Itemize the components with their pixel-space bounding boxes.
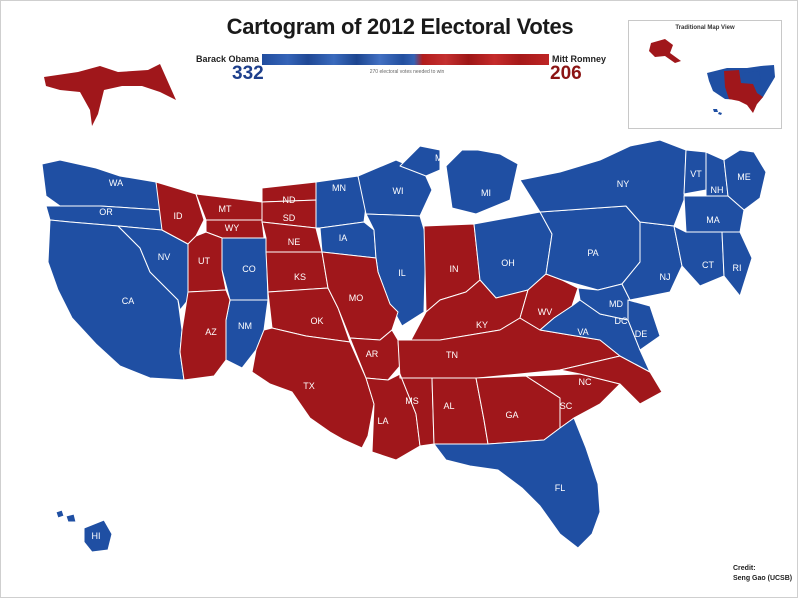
label-hi: HI [92, 531, 101, 541]
electoral-vote-bar [262, 54, 549, 65]
credit-label: Credit: [733, 565, 756, 572]
state-wy [205, 219, 265, 239]
state-fl [433, 417, 601, 549]
label-az: AZ [205, 327, 217, 337]
label-mo: MO [349, 293, 364, 303]
label-wy: WY [225, 223, 240, 233]
state-mi [445, 149, 519, 215]
label-il: IL [398, 268, 406, 278]
state-ct [673, 225, 725, 287]
label-ks: KS [294, 272, 306, 282]
label-mi: MI [481, 188, 491, 198]
label-sc: SC [560, 401, 573, 411]
label-de: DE [635, 329, 648, 339]
obama-vote-count: 332 [232, 63, 264, 84]
label-ok: OK [310, 316, 323, 326]
state-az [179, 289, 231, 381]
label-vt: VT [690, 169, 702, 179]
label-al: AL [443, 401, 454, 411]
inset-rust-belt [743, 71, 761, 83]
obama-label: Barack Obama [196, 54, 260, 64]
label-pa: PA [587, 248, 598, 258]
credit-author: Seng Gao (UCSB) [733, 575, 793, 582]
state-tx [251, 327, 375, 449]
label-nv: NV [158, 252, 171, 262]
label-sd: SD [283, 213, 296, 223]
state-ri [721, 231, 753, 297]
label-ut: UT [198, 256, 210, 266]
label-wa: WA [109, 178, 123, 188]
label-ky: KY [476, 320, 488, 330]
label-me: ME [737, 172, 751, 182]
credit: Credit: Seng Gao (UCSB) [733, 564, 792, 584]
inset-title: Traditional Map View [675, 25, 735, 31]
label-la: LA [377, 416, 388, 426]
win-threshold-note: 270 electoral votes needed to win [369, 69, 445, 75]
label-nh: NH [711, 185, 724, 195]
label-mn: MN [332, 183, 346, 193]
alaska-shape [44, 64, 176, 126]
state-hi [55, 509, 113, 553]
label-id: ID [174, 211, 184, 221]
label-tn: TN [446, 350, 458, 360]
label-nc: NC [579, 377, 592, 387]
label-oh: OH [501, 258, 515, 268]
label-wv: WV [538, 307, 553, 317]
label-ne: NE [288, 237, 301, 247]
label-ms: MS [405, 396, 419, 406]
romney-vote-count: 206 [550, 63, 582, 84]
label-dc: DC [615, 316, 628, 326]
label-co: CO [242, 264, 256, 274]
label-ca: CA [122, 296, 135, 306]
label-mt: MT [219, 204, 232, 214]
label-mi-upper: MI [435, 153, 445, 163]
label-nj: NJ [660, 272, 671, 282]
label-ia: IA [339, 233, 348, 243]
state-mi-upper [399, 145, 441, 177]
label-va: VA [577, 327, 588, 337]
state-de [627, 299, 661, 351]
label-ri: RI [733, 263, 742, 273]
state-ma [683, 195, 745, 233]
label-in: IN [450, 264, 459, 274]
label-wi: WI [393, 186, 404, 196]
inset-conus-red [724, 70, 763, 113]
label-or: OR [99, 207, 113, 217]
inset-map [649, 39, 775, 115]
label-ar: AR [366, 349, 379, 359]
traditional-map-inset: Traditional Map View [628, 20, 782, 129]
label-fl: FL [555, 483, 566, 493]
label-tx: TX [303, 381, 315, 391]
map-title: Cartogram of 2012 Electoral Votes [226, 14, 574, 39]
inset-hawaii [713, 109, 722, 115]
label-ga: GA [505, 410, 518, 420]
state-wa [41, 159, 163, 211]
label-nd: ND [283, 195, 296, 205]
label-nm: NM [238, 321, 252, 331]
romney-label: Mitt Romney [552, 54, 606, 64]
label-ma: MA [706, 215, 720, 225]
label-md: MD [609, 299, 623, 309]
label-ct: CT [702, 260, 714, 270]
label-ny: NY [617, 179, 630, 189]
inset-alaska [649, 39, 681, 63]
